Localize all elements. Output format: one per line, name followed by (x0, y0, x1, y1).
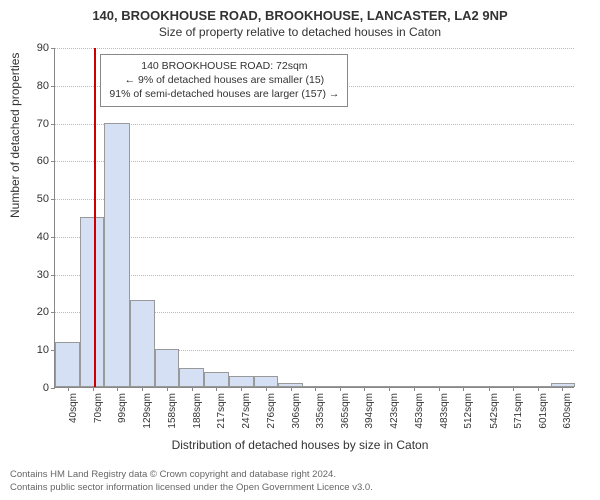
chart-area: 010203040506070809040sqm70sqm99sqm129sqm… (54, 48, 574, 388)
gridline-h (55, 161, 574, 162)
x-tick (562, 387, 563, 391)
x-tick (340, 387, 341, 391)
footer-attribution: Contains HM Land Registry data © Crown c… (10, 469, 373, 494)
x-tick (93, 387, 94, 391)
histogram-bar (204, 372, 228, 387)
x-tick-label: 542sqm (489, 393, 500, 429)
plot-area: 010203040506070809040sqm70sqm99sqm129sqm… (54, 48, 574, 388)
x-tick-label: 306sqm (291, 393, 302, 429)
y-tick-label: 30 (37, 269, 55, 281)
y-tick-label: 10 (37, 344, 55, 356)
gridline-h (55, 124, 574, 125)
histogram-bar (179, 368, 204, 387)
annotation-line1: 140 BROOKHOUSE ROAD: 72sqm (109, 59, 339, 73)
x-tick (142, 387, 143, 391)
x-tick-label: 99sqm (117, 393, 128, 423)
x-tick (291, 387, 292, 391)
chart-title-line1: 140, BROOKHOUSE ROAD, BROOKHOUSE, LANCAS… (0, 0, 600, 23)
annotation-line3: 91% of semi-detached houses are larger (… (109, 87, 339, 101)
x-tick (192, 387, 193, 391)
y-tick-label: 70 (37, 118, 55, 130)
x-tick (513, 387, 514, 391)
x-tick (389, 387, 390, 391)
histogram-bar (80, 217, 104, 387)
x-tick-label: 571sqm (513, 393, 524, 429)
x-axis-label: Distribution of detached houses by size … (0, 438, 600, 452)
y-tick-label: 80 (37, 80, 55, 92)
histogram-bar (254, 376, 278, 387)
gridline-h (55, 237, 574, 238)
x-tick-label: 40sqm (68, 393, 79, 423)
annotation-line2: ← 9% of detached houses are smaller (15) (109, 73, 339, 87)
x-tick-label: 483sqm (439, 393, 450, 429)
gridline-h (55, 275, 574, 276)
y-tick-label: 40 (37, 231, 55, 243)
x-tick-label: 70sqm (93, 393, 104, 423)
gridline-h (55, 48, 574, 49)
x-tick (489, 387, 490, 391)
y-tick-label: 60 (37, 155, 55, 167)
y-tick-label: 90 (37, 42, 55, 54)
x-tick (538, 387, 539, 391)
x-tick-label: 365sqm (340, 393, 351, 429)
histogram-bar (104, 123, 129, 387)
y-tick-label: 20 (37, 306, 55, 318)
x-tick (117, 387, 118, 391)
histogram-bar (229, 376, 254, 387)
x-tick (463, 387, 464, 391)
footer-line2: Contains public sector information licen… (10, 482, 373, 494)
y-axis-label: Number of detached properties (8, 53, 22, 218)
x-tick (241, 387, 242, 391)
x-tick-label: 601sqm (538, 393, 549, 429)
histogram-bar (55, 342, 80, 387)
histogram-bar (155, 349, 179, 387)
x-tick-label: 453sqm (414, 393, 425, 429)
x-tick (439, 387, 440, 391)
x-tick-label: 423sqm (389, 393, 400, 429)
chart-title-line2: Size of property relative to detached ho… (0, 23, 600, 45)
x-tick-label: 188sqm (192, 393, 203, 429)
x-tick (414, 387, 415, 391)
x-tick (68, 387, 69, 391)
y-tick-label: 0 (43, 382, 55, 394)
reference-line (94, 48, 96, 387)
x-tick-label: 630sqm (562, 393, 573, 429)
annotation-box: 140 BROOKHOUSE ROAD: 72sqm← 9% of detach… (100, 54, 348, 107)
x-tick-label: 247sqm (241, 393, 252, 429)
y-tick-label: 50 (37, 193, 55, 205)
x-tick-label: 335sqm (315, 393, 326, 429)
histogram-bar (130, 300, 155, 387)
x-tick (266, 387, 267, 391)
x-tick-label: 276sqm (266, 393, 277, 429)
x-tick-label: 129sqm (142, 393, 153, 429)
x-tick (364, 387, 365, 391)
footer-line1: Contains HM Land Registry data © Crown c… (10, 469, 373, 481)
x-tick-label: 512sqm (463, 393, 474, 429)
gridline-h (55, 199, 574, 200)
x-tick-label: 158sqm (167, 393, 178, 429)
x-tick (216, 387, 217, 391)
x-tick-label: 394sqm (364, 393, 375, 429)
x-tick (167, 387, 168, 391)
x-tick-label: 217sqm (216, 393, 227, 429)
x-tick (315, 387, 316, 391)
